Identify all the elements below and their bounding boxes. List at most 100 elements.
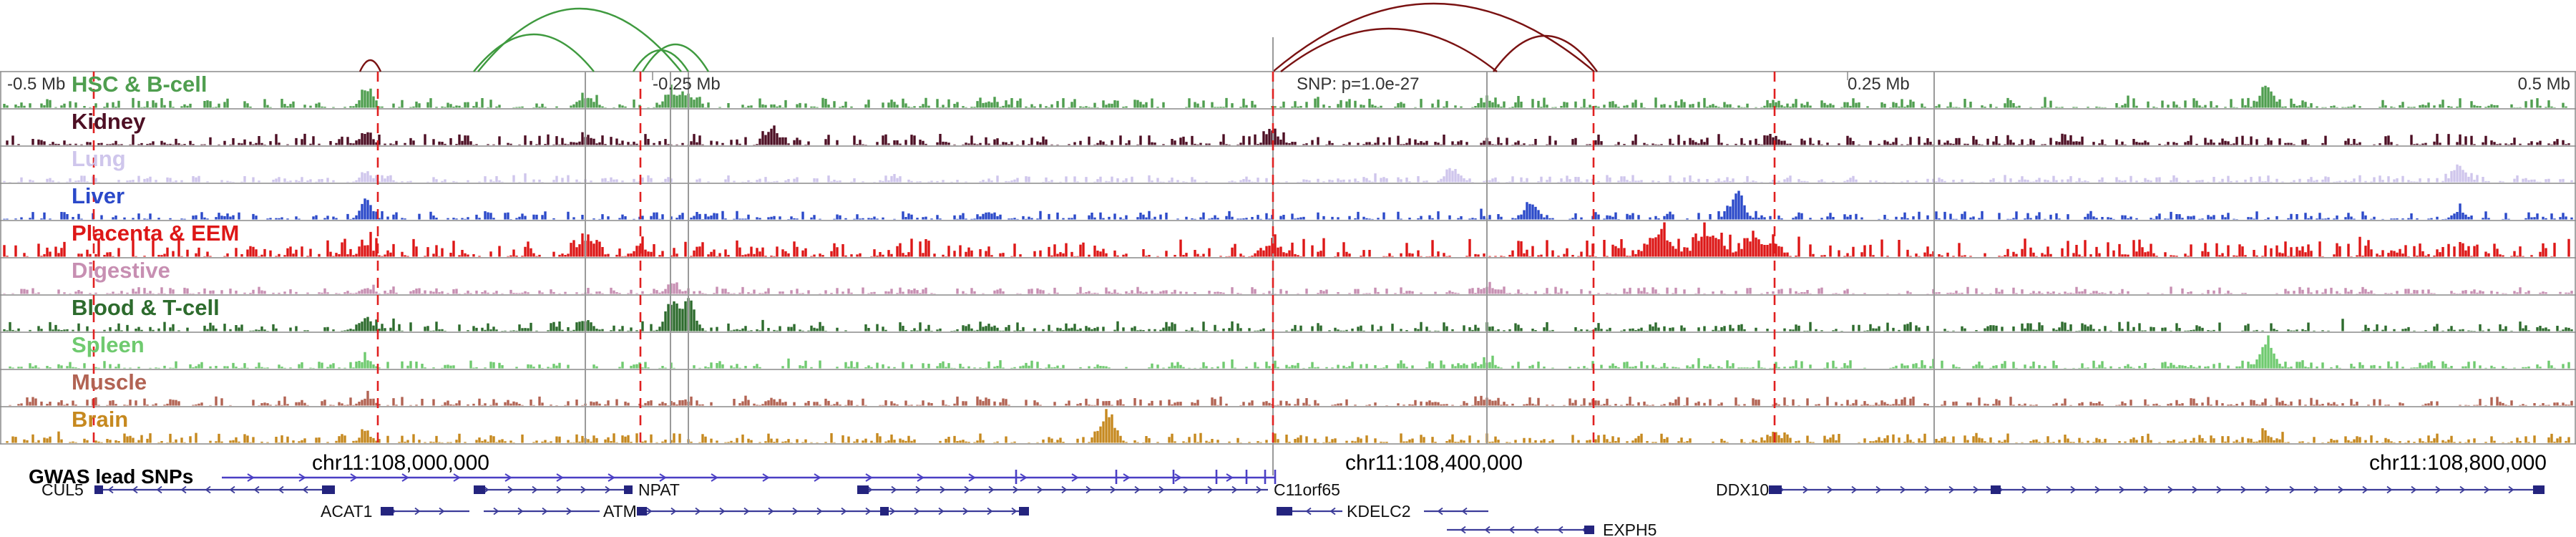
gwas-arrow-chevron xyxy=(504,473,512,482)
gene-exon xyxy=(624,485,633,494)
strand-right-chevron xyxy=(1924,485,1931,494)
gene-exon xyxy=(322,485,335,494)
strand-right-chevron xyxy=(865,507,872,516)
gene-atm[interactable]: ATM xyxy=(484,502,1029,521)
gene-exon xyxy=(1584,526,1594,534)
gene-label-npat[interactable]: NPAT xyxy=(638,480,680,499)
gene-exon xyxy=(94,485,103,494)
gene-exon xyxy=(474,485,485,494)
strand-right-chevron xyxy=(1973,485,1979,494)
track-label-hsc-b-cell[interactable]: HSC & B-cell xyxy=(72,72,208,97)
ruler-label-minus-quarter-mb: -0.25 Mb xyxy=(653,74,721,94)
track-label-spleen[interactable]: Spleen xyxy=(72,332,145,357)
strand-right-chevron xyxy=(2119,485,2125,494)
gene-c11orf65[interactable]: C11orf65 xyxy=(857,480,1340,499)
strand-right-chevron xyxy=(2143,485,2150,494)
strand-left-chevron xyxy=(107,485,114,494)
gene-exph5[interactable]: EXPH5 xyxy=(1447,521,1657,537)
maroon-interaction-arc xyxy=(1280,27,1498,72)
strand-right-chevron xyxy=(889,507,896,516)
strand-left-chevron xyxy=(1557,526,1563,534)
green-interaction-arc xyxy=(632,49,690,72)
strand-right-chevron xyxy=(2240,485,2247,494)
strand-left-chevron xyxy=(1437,507,1443,516)
gwas-arrow-chevron xyxy=(1020,473,1028,482)
strand-right-chevron xyxy=(2070,485,2077,494)
strand-right-chevron xyxy=(532,485,538,494)
gwas-arrow-chevron xyxy=(1123,473,1131,482)
gene-label-exph5[interactable]: EXPH5 xyxy=(1603,521,1657,537)
strand-right-chevron xyxy=(1256,485,1262,494)
strand-left-chevron xyxy=(205,485,211,494)
strand-left-chevron xyxy=(229,485,235,494)
track-label-lung[interactable]: Lung xyxy=(72,146,126,171)
gwas-lead-snps-track[interactable] xyxy=(222,470,1277,484)
track-label-liver[interactable]: Liver xyxy=(72,183,125,208)
gene-label-acat1[interactable]: ACAT1 xyxy=(321,502,372,521)
strand-left-chevron xyxy=(1461,507,1468,516)
strand-right-chevron xyxy=(2167,485,2174,494)
strand-right-chevron xyxy=(987,507,993,516)
gene-ddx10[interactable]: DDX10 xyxy=(1716,480,2545,499)
gwas-arrow-chevron xyxy=(762,473,770,482)
gene-npat[interactable]: NPAT xyxy=(474,480,680,499)
track-label-digestive[interactable]: Digestive xyxy=(72,258,170,283)
strand-right-chevron xyxy=(2338,485,2344,494)
gwas-arrow-chevron xyxy=(1174,473,1182,482)
track-grid xyxy=(0,71,2576,445)
signal-blood-t-cell[interactable] xyxy=(3,298,2573,332)
strand-left-chevron xyxy=(132,485,138,494)
strand-left-chevron xyxy=(1330,507,1336,516)
gene-label-c11orf65[interactable]: C11orf65 xyxy=(1274,480,1340,499)
strand-right-chevron xyxy=(439,507,445,516)
gene-label-atm[interactable]: ATM xyxy=(603,502,637,521)
gene-acat1[interactable]: ACAT1 xyxy=(321,502,469,521)
gwas-arrow-chevron xyxy=(865,473,873,482)
signal-spleen[interactable] xyxy=(9,335,2570,369)
signal-kidney[interactable] xyxy=(6,125,2570,145)
strand-right-chevron xyxy=(646,507,653,516)
strand-right-chevron xyxy=(566,507,572,516)
chrom-position-label-108800000: chr11:108,800,000 xyxy=(2369,451,2547,475)
strand-right-chevron xyxy=(1900,485,1906,494)
gene-exon xyxy=(637,507,647,516)
strand-right-chevron xyxy=(2216,485,2223,494)
interaction-arcs xyxy=(358,2,1598,72)
strand-right-chevron xyxy=(1802,485,1809,494)
strand-right-chevron xyxy=(556,485,562,494)
strand-left-chevron xyxy=(1484,526,1491,534)
strand-right-chevron xyxy=(2362,485,2368,494)
strand-right-chevron xyxy=(1110,485,1116,494)
gene-cul5[interactable]: CUL5 xyxy=(42,480,335,499)
ruler-label-quarter-mb: 0.25 Mb xyxy=(1848,74,1910,94)
strand-right-chevron xyxy=(2046,485,2052,494)
track-label-placenta-eem[interactable]: Placenta & EEM xyxy=(72,221,240,246)
track-label-brain[interactable]: Brain xyxy=(72,407,129,432)
signal-placenta-eem[interactable] xyxy=(3,222,2570,257)
strand-right-chevron xyxy=(414,507,421,516)
gene-label-ddx10[interactable]: DDX10 xyxy=(1716,480,1769,499)
strand-right-chevron xyxy=(493,507,499,516)
strand-right-chevron xyxy=(2508,485,2514,494)
track-label-blood-t-cell[interactable]: Blood & T-cell xyxy=(72,295,220,320)
gene-label-kdelc2[interactable]: KDELC2 xyxy=(1347,502,1410,521)
signal-brain[interactable] xyxy=(6,409,2570,443)
green-interaction-arc xyxy=(641,44,710,72)
track-label-kidney[interactable]: Kidney xyxy=(72,109,146,134)
gene-exon xyxy=(1991,485,2001,494)
gene-kdelc2[interactable]: KDELC2 xyxy=(1277,502,1488,521)
gene-label-cul5[interactable]: CUL5 xyxy=(42,480,84,499)
signal-lung[interactable] xyxy=(3,164,2573,183)
strand-left-chevron xyxy=(302,485,308,494)
strand-right-chevron xyxy=(2435,485,2441,494)
gwas-lead-snps-label: GWAS lead SNPs xyxy=(29,465,194,488)
signal-digestive[interactable] xyxy=(3,281,2573,294)
chrom-position-label-108400000: chr11:108,400,000 xyxy=(1345,451,1523,475)
track-label-muscle[interactable]: Muscle xyxy=(72,369,147,395)
signal-hsc-b-cell[interactable] xyxy=(3,84,2567,108)
signal-liver[interactable] xyxy=(3,190,2573,220)
signal-muscle[interactable] xyxy=(9,390,2573,406)
strand-right-chevron xyxy=(768,507,774,516)
strand-right-chevron xyxy=(2386,485,2393,494)
